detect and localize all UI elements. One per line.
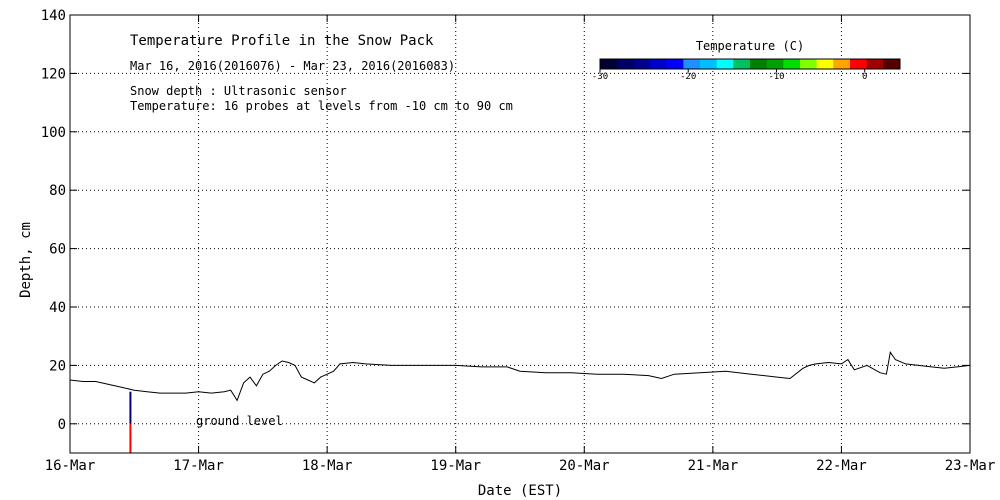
x-tick-label: 19-Mar (430, 458, 481, 474)
y-tick-label: 140 (41, 8, 66, 24)
chart-subtitle: Mar 16, 2016(2016076) - Mar 23, 2016(201… (130, 59, 455, 73)
colorbar-cell (850, 59, 868, 69)
y-axis-ticks: 0 20 40 60 80 100 120 140 (41, 8, 970, 433)
x-tick-label: 23-Mar (945, 458, 996, 474)
x-tick-label: 16-Mar (45, 458, 96, 474)
colorbar-tick-label: -10 (768, 72, 784, 82)
snow-depth-line (69, 351, 971, 402)
colorbar-cell (733, 59, 751, 69)
colorbar-frame (599, 58, 901, 70)
colorbar-tick-label: 0 (862, 72, 867, 82)
colorbar-cell (716, 59, 734, 69)
colorbar-cell (833, 59, 851, 69)
note-temperature: Temperature: 16 probes at levels from -1… (130, 99, 513, 113)
y-tick-label: 100 (41, 125, 66, 141)
y-tick-label: 20 (49, 358, 66, 374)
grid (69, 14, 971, 453)
note-snow-depth: Snow depth : Ultrasonic sensor (130, 84, 347, 98)
colorbar-label: Temperature (C) (696, 39, 804, 53)
colorbar-cell (800, 59, 818, 69)
colorbar-cell (866, 59, 884, 69)
colorbar-tick-label: -30 (592, 72, 608, 82)
colorbar-cell (783, 59, 801, 69)
y-tick-label: 80 (49, 183, 66, 199)
colorbar-cell (883, 59, 901, 69)
x-axis-ticks: 16-Mar 17-Mar 18-Mar 19-Mar 20-Mar 21-Mar 22-M… (45, 15, 996, 474)
colorbar-tick-label: -20 (680, 72, 696, 82)
colorbar-cell (816, 59, 834, 69)
colorbar-cell (666, 59, 684, 69)
colorbar-cell (766, 59, 784, 69)
colorbar-cell (600, 59, 618, 69)
x-tick-label: 20-Mar (559, 458, 610, 474)
temperature-colorbar: Temperature (C) -30 -20 -10 0 (592, 39, 901, 82)
y-tick-label: 60 (49, 242, 66, 258)
x-tick-label: 18-Mar (302, 458, 353, 474)
colorbar-cell (616, 59, 634, 69)
y-tick-label: 0 (58, 417, 66, 433)
x-axis-label: Date (EST) (478, 483, 562, 499)
series-layer (69, 351, 971, 402)
chart-title: Temperature Profile in the Snow Pack (130, 33, 434, 49)
y-tick-label: 40 (49, 300, 66, 316)
x-tick-label: 22-Mar (816, 458, 867, 474)
colorbar-cell (633, 59, 651, 69)
y-tick-label: 120 (41, 66, 66, 82)
colorbar-cell (750, 59, 768, 69)
colorbar-cell (683, 59, 701, 69)
colorbar-cell (700, 59, 718, 69)
plot-frame (69, 14, 971, 454)
x-tick-label: 21-Mar (688, 458, 739, 474)
ground-level-label: ground level (196, 414, 283, 428)
colorbar-cell (650, 59, 668, 69)
y-axis-label: Depth, cm (18, 222, 34, 298)
x-tick-label: 17-Mar (173, 458, 224, 474)
